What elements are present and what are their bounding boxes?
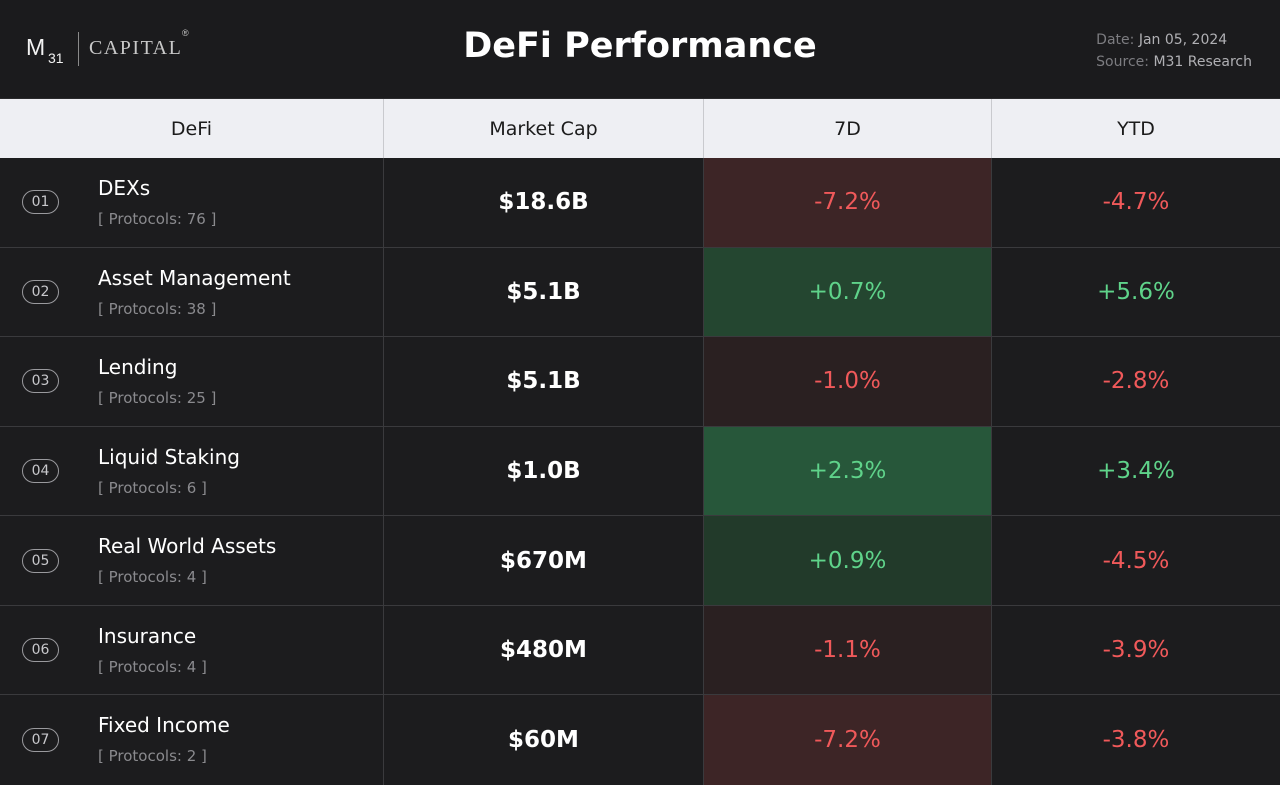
market-cap-cell: $60M — [384, 695, 704, 785]
change-ytd-cell: -3.8% — [992, 695, 1280, 785]
market-cap-value: $670M — [500, 547, 587, 574]
logo-m: M — [26, 34, 46, 60]
rank-badge: 04 — [22, 458, 59, 483]
change-ytd-cell: +5.6% — [992, 248, 1280, 337]
change-7d-value: +0.9% — [808, 547, 887, 574]
table-row[interactable]: 02 Asset Management [ Protocols: 38 ] $5.1B… — [0, 247, 1280, 338]
sector-name: Liquid Staking — [98, 444, 240, 469]
sector-name: Real World Assets — [98, 534, 277, 559]
change-ytd-value: +5.6% — [1097, 278, 1175, 305]
change-7d-value: -1.0% — [814, 368, 881, 395]
change-7d-cell: +2.3% — [704, 426, 992, 516]
column-header-defi[interactable]: DeFi — [0, 99, 384, 158]
change-7d-value: +2.3% — [808, 457, 887, 484]
sector-cell: 07 Fixed Income [ Protocols: 2 ] — [0, 695, 384, 785]
sector-cell: 05 Real World Assets [ Protocols: 4 ] — [0, 516, 384, 605]
market-cap-cell: $1.0B — [384, 426, 704, 516]
change-ytd-value: -2.8% — [1102, 368, 1170, 395]
market-cap-cell: $670M — [384, 516, 704, 605]
change-ytd-value: +3.4% — [1097, 457, 1175, 484]
change-ytd-value: -4.7% — [1102, 189, 1170, 216]
logo-divider — [78, 32, 79, 66]
protocol-count: [ Protocols: 38 ] — [98, 299, 217, 318]
column-header-7d[interactable]: 7D — [704, 99, 992, 158]
market-cap-cell: $480M — [384, 605, 704, 695]
market-cap-value: $18.6B — [498, 189, 589, 216]
market-cap-value: $1.0B — [506, 457, 581, 484]
registered-icon: ® — [182, 28, 189, 38]
protocol-count: [ Protocols: 6 ] — [98, 478, 207, 497]
market-cap-value: $480M — [500, 637, 587, 664]
protocol-count: [ Protocols: 76 ] — [98, 210, 217, 228]
date-label: Date: — [1096, 32, 1135, 48]
market-cap-value: $5.1B — [506, 278, 581, 305]
change-ytd-value: -3.8% — [1102, 727, 1170, 754]
source-line: Source: M31 Research — [1096, 51, 1252, 73]
table-header: DeFi Market Cap 7D YTD — [0, 99, 1280, 158]
change-7d-cell: -7.2% — [704, 695, 992, 785]
change-ytd-cell: -4.5% — [992, 516, 1280, 605]
market-cap-value: $60M — [508, 727, 579, 754]
column-header-ytd[interactable]: YTD — [1117, 117, 1155, 140]
sector-name: Fixed Income — [98, 713, 230, 738]
table-body: 01 DEXs[ Protocols: 76 ] $18.6B -7.2% -4.7% 0… — [0, 158, 1280, 785]
sector-name: Insurance — [98, 623, 197, 648]
sector-cell: 04 Liquid Staking [ Protocols: 6 ] — [0, 426, 384, 516]
change-7d-value: -7.2% — [814, 189, 881, 216]
page-title: DeFi Performance — [463, 26, 817, 66]
sector-cell: 01 DEXs [ Protocols: 76 ] — [0, 158, 384, 247]
table-row[interactable]: 05 Real World Assets [ Protocols: 4 ] $670M… — [0, 516, 1280, 606]
sector-cell: 06 Insurance [ Protocols: 4 ] — [0, 605, 384, 695]
sector-cell: 03 Lending [ Protocols: 25 ] — [0, 337, 384, 426]
date-value: Jan 05, 2024 — [1138, 32, 1228, 48]
rank-badge: 03 — [22, 369, 59, 394]
change-7d-cell: -1.1% — [704, 605, 992, 695]
source-value: M31 Research — [1153, 54, 1252, 70]
table-row[interactable]: 04 Liquid Staking [ Protocols: 6 ] $1.0B +2.… — [0, 426, 1280, 517]
table-row[interactable]: 03 Lending [ Protocols: 25 ] $5.1B -1.0% -2.8… — [0, 337, 1280, 427]
change-7d-cell: -1.0% — [704, 337, 992, 426]
table-row[interactable]: 07 Fixed Income [ Protocols: 2 ] $60M -7.2% -… — [0, 695, 1280, 785]
market-cap-value: $5.1B — [506, 368, 581, 395]
change-7d-cell: +0.9% — [704, 516, 992, 605]
market-cap-cell: $18.6B — [384, 158, 704, 247]
table-row[interactable]: 01 DEXs [ Protocols: 76 ] $18.6B -7.2% -4.7% — [0, 158, 1280, 248]
change-7d-value: -7.2% — [814, 727, 881, 754]
sector-name: DEXs — [98, 176, 151, 200]
sector-name: Lending — [98, 355, 178, 380]
sector-cell: 02 Asset Management [ Protocols: 38 ] — [0, 247, 384, 337]
change-ytd-cell: -2.8% — [992, 337, 1280, 426]
change-ytd-cell: -4.7% — [992, 158, 1280, 247]
market-cap-cell: $5.1B — [384, 247, 704, 337]
protocol-count: [ Protocols: 4 ] — [98, 657, 207, 676]
change-ytd-cell: -3.9% — [992, 606, 1280, 695]
change-7d-cell: +0.7% — [704, 247, 992, 337]
meta-info: Date: Jan 05, 2024 Source: M31 Research — [1096, 29, 1252, 73]
column-header-market-cap[interactable]: Market Cap — [384, 99, 704, 158]
change-7d-value: +0.7% — [808, 278, 887, 305]
rank-badge: 01 — [22, 190, 59, 215]
protocol-count: [ Protocols: 4 ] — [98, 568, 207, 587]
change-ytd-value: -3.9% — [1102, 637, 1170, 664]
market-cap-cell: $5.1B — [384, 337, 704, 426]
change-ytd-value: -4.5% — [1102, 547, 1170, 574]
header: M 31 CAPITAL ® DeFi Performance Date: Ja… — [0, 0, 1280, 99]
change-ytd-cell: +3.4% — [992, 427, 1280, 516]
rank-badge: 02 — [22, 279, 59, 304]
date-line: Date: Jan 05, 2024 — [1096, 29, 1252, 51]
logo-capital: CAPITAL — [89, 37, 183, 59]
source-label: Source: — [1096, 54, 1149, 70]
logo-sub: 31 — [48, 50, 64, 66]
change-7d-cell: -7.2% — [704, 158, 992, 247]
table-row[interactable]: 06 Insurance [ Protocols: 4 ] $480M -1.1% -3.… — [0, 605, 1280, 696]
protocol-count: [ Protocols: 2 ] — [98, 747, 207, 766]
rank-badge: 06 — [22, 638, 59, 663]
sector-name: Asset Management — [98, 265, 291, 290]
rank-badge: 05 — [22, 548, 59, 573]
protocol-count: [ Protocols: 25 ] — [98, 389, 217, 408]
change-7d-value: -1.1% — [814, 637, 881, 664]
rank-badge: 07 — [22, 728, 59, 753]
